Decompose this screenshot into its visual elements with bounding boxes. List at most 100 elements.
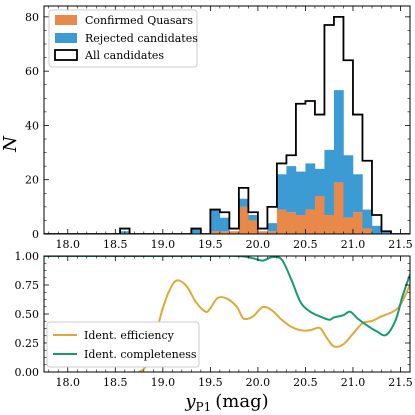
bar-confirmed-quasars [248, 220, 254, 234]
bar-confirmed-quasars [224, 231, 230, 234]
bar-confirmed-quasars [291, 212, 297, 234]
bar-rejected-candidates [120, 231, 126, 234]
bar-confirmed-quasars [210, 231, 216, 234]
histogram-bars [44, 15, 410, 234]
legend-swatch-all-candidates [54, 49, 78, 61]
bar-rejected-candidates [215, 209, 221, 232]
bar-rejected-candidates [281, 174, 287, 210]
legend-label-all-candidates: All candidates [84, 49, 164, 62]
bar-rejected-candidates [267, 223, 273, 232]
histogram-legend-box [48, 9, 198, 68]
y-tick-label: 0 [32, 228, 39, 241]
bar-confirmed-quasars [286, 212, 292, 234]
bar-confirmed-quasars [229, 231, 235, 234]
y-tick-label: 0.25 [15, 337, 40, 350]
bar-confirmed-quasars [324, 215, 330, 234]
x-tick-label: 21.0 [341, 376, 366, 389]
bar-rejected-candidates [333, 90, 340, 183]
bar-rejected-candidates [352, 174, 359, 213]
bar-rejected-candidates [386, 231, 392, 234]
bar-rejected-candidates [381, 231, 387, 234]
bar-confirmed-quasars [276, 209, 282, 234]
bar-confirmed-quasars [257, 231, 263, 234]
y-tick-label: 60 [25, 65, 39, 78]
identification-ticks: 18.0 18.5 19.0 19.5 20.0 20.5 21.0 21.5 0.00 0.25… [15, 250, 413, 389]
bar-rejected-candidates [238, 198, 244, 207]
y-tick-label: 0.50 [15, 308, 40, 321]
x-tick-label: 21.5 [388, 376, 413, 389]
bar-rejected-candidates [291, 166, 297, 213]
bar-confirmed-quasars [272, 231, 278, 234]
bar-confirmed-quasars [319, 196, 325, 234]
bar-rejected-candidates [243, 198, 249, 207]
bar-rejected-candidates [124, 231, 130, 234]
bar-confirmed-quasars [333, 182, 340, 234]
x-tick-label: 19.0 [151, 376, 176, 389]
x-axis-title-subscript: P1 [196, 400, 212, 414]
bar-rejected-candidates [357, 174, 363, 213]
bar-rejected-candidates [362, 209, 368, 229]
x-tick-label: 18.0 [56, 376, 81, 389]
bar-confirmed-quasars [305, 209, 311, 234]
legend-label-confirmed-quasars: Confirmed Quasars [85, 14, 193, 27]
bar-rejected-candidates [191, 228, 197, 234]
x-tick-label: 21.5 [388, 238, 413, 251]
identification-panel: 18.0 18.5 19.0 19.5 20.0 20.5 21.0 21.5 0.00 0.25… [15, 250, 413, 414]
bar-rejected-candidates [219, 217, 225, 232]
identification-legend: Ident. efficiency Ident. completeness [46, 321, 200, 368]
bar-confirmed-quasars [348, 217, 354, 234]
bar-rejected-candidates [314, 168, 320, 196]
bar-rejected-candidates [329, 149, 335, 215]
bar-confirmed-quasars [281, 209, 287, 234]
x-tick-label: 20.0 [246, 376, 271, 389]
bar-confirmed-quasars [343, 217, 349, 234]
step-all-candidates [44, 15, 410, 234]
bar-rejected-candidates [305, 163, 311, 210]
bar-rejected-candidates [248, 215, 254, 221]
bar-rejected-candidates [310, 163, 316, 210]
identification-legend-box [46, 321, 200, 368]
bar-rejected-candidates [210, 209, 216, 232]
bar-confirmed-quasars [329, 215, 335, 234]
bar-rejected-candidates [295, 171, 301, 215]
y-tick-label: 40 [25, 119, 39, 132]
bar-confirmed-quasars [215, 231, 221, 234]
bar-confirmed-quasars [238, 206, 244, 234]
x-axis-title: yP1 (mag) [184, 391, 268, 414]
bar-confirmed-quasars [300, 215, 306, 234]
x-tick-label: 18.0 [56, 238, 81, 251]
x-tick-label: 19.5 [198, 238, 223, 251]
bar-confirmed-quasars [362, 228, 368, 234]
bar-rejected-candidates [338, 90, 344, 183]
bar-rejected-candidates [196, 228, 202, 234]
histogram-panel: 18.0 18.5 19.0 19.5 20.0 20.5 21.0 21.5 0 20 40 60 8… [0, 5, 413, 251]
bar-confirmed-quasars [367, 228, 373, 234]
x-tick-label: 18.5 [103, 376, 128, 389]
histogram-ticks: 18.0 18.5 19.0 19.5 20.0 20.5 21.0 21.5 0 20 40 60 8… [25, 6, 413, 251]
x-tick-label: 19.0 [151, 238, 176, 251]
bar-confirmed-quasars [253, 220, 259, 234]
bar-rejected-candidates [272, 223, 278, 232]
bar-rejected-candidates [343, 155, 349, 218]
line-ident-completeness [44, 256, 410, 337]
histogram-legend: Confirmed Quasars Rejected candidates Al… [48, 9, 198, 68]
bar-confirmed-quasars [314, 196, 320, 234]
bar-confirmed-quasars [295, 215, 301, 234]
bar-rejected-candidates [367, 209, 373, 229]
bar-confirmed-quasars [357, 212, 363, 234]
bar-rejected-candidates [324, 149, 330, 215]
bar-rejected-candidates [300, 171, 306, 215]
x-axis-title-symbol: y [184, 391, 196, 412]
bar-confirmed-quasars [234, 231, 240, 234]
x-tick-label: 18.5 [103, 238, 128, 251]
bar-confirmed-quasars [310, 209, 316, 234]
bar-rejected-candidates [371, 225, 378, 234]
histogram-y-axis-title: N [0, 135, 21, 153]
bar-confirmed-quasars [338, 182, 344, 234]
identification-curves [44, 256, 410, 372]
legend-label-ident-completeness: Ident. completeness [84, 348, 197, 361]
x-tick-label: 20.5 [293, 238, 318, 251]
y-tick-label: 80 [25, 11, 39, 24]
bar-rejected-candidates [286, 166, 292, 213]
